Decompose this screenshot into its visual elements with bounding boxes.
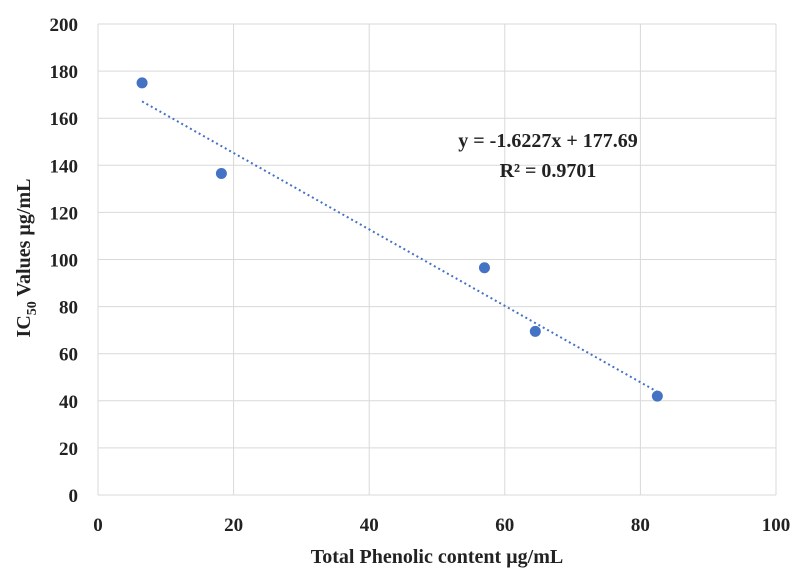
y-tick-label-100: 100 <box>50 251 79 272</box>
y-tick-label-20: 20 <box>59 439 78 460</box>
x-axis-title: Total Phenolic content µg/mL <box>311 546 563 568</box>
trendline <box>141 100 658 393</box>
y-tick-label-180: 180 <box>50 62 79 83</box>
data-point-1 <box>136 77 148 89</box>
y-tick-label-0: 0 <box>69 486 79 507</box>
y-tick-label-120: 120 <box>50 203 79 224</box>
y-tick-label-140: 140 <box>50 156 79 177</box>
trendline-equation: y = -1.6227x + 177.69 <box>458 130 637 152</box>
x-tick-label-20: 20 <box>224 515 243 536</box>
x-tick-label-60: 60 <box>495 515 514 536</box>
data-point-3 <box>478 262 490 274</box>
y-axis-title: IC50 Values µg/mL <box>13 179 40 338</box>
x-tick-label-40: 40 <box>360 515 379 536</box>
data-points <box>136 77 663 402</box>
x-axis-ticks: 0 20 40 60 80 100 <box>93 515 790 536</box>
r-squared-label: R² = 0.9701 <box>500 160 597 182</box>
x-tick-label-80: 80 <box>631 515 650 536</box>
y-tick-label-160: 160 <box>50 109 79 130</box>
data-point-5 <box>651 390 663 402</box>
data-point-4 <box>529 325 541 337</box>
grid <box>97 23 777 496</box>
y-axis-ticks: 0 20 40 60 80 100 120 140 160 180 200 <box>50 15 79 507</box>
y-tick-label-40: 40 <box>59 392 78 413</box>
y-tick-label-200: 200 <box>50 15 79 36</box>
y-axis-title-prefix: IC <box>13 315 35 337</box>
y-axis-title-subscript: 50 <box>25 301 40 315</box>
y-tick-label-60: 60 <box>59 345 78 366</box>
data-point-2 <box>215 168 227 180</box>
x-tick-label-0: 0 <box>93 515 103 536</box>
y-axis-title-suffix: Values µg/mL <box>13 179 35 302</box>
x-tick-label-100: 100 <box>762 515 791 536</box>
y-tick-label-80: 80 <box>59 298 78 319</box>
